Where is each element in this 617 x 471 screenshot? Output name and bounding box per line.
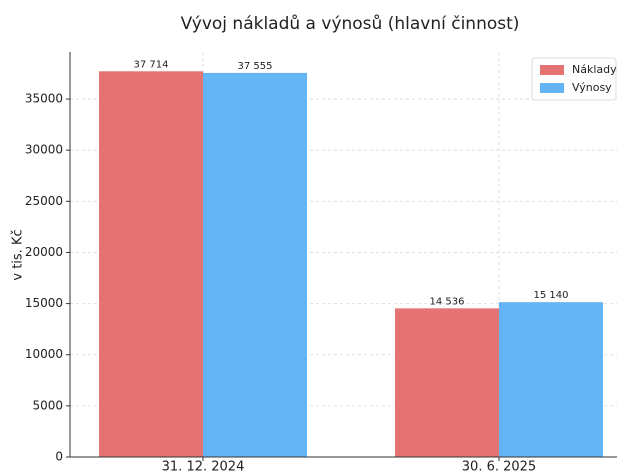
y-tick-label: 5000: [32, 398, 63, 412]
value-label: 14 536: [430, 296, 465, 307]
y-tick-label: 30000: [25, 143, 63, 157]
value-label: 37 555: [238, 61, 273, 72]
bar: [203, 72, 307, 458]
x-tick-label: 30. 6. 2025: [462, 460, 536, 471]
y-tick-label: 20000: [25, 245, 63, 259]
y-axis-label: v tis. Kč: [11, 229, 26, 280]
x-tick-label: 31. 12. 2024: [162, 460, 245, 471]
legend-swatch: [540, 83, 564, 93]
legend-swatch: [540, 65, 564, 75]
value-label: 37 714: [134, 59, 169, 70]
y-tick-label: 35000: [25, 92, 63, 106]
y-tick-label: 0: [55, 450, 63, 464]
legend-label: Náklady: [572, 63, 617, 76]
y-tick-label: 15000: [25, 296, 63, 310]
bar: [99, 71, 203, 457]
bar: [395, 308, 499, 457]
y-tick-label: 10000: [25, 347, 63, 361]
chart-title: Vývoj nákladů a výnosů (hlavní činnost): [181, 14, 520, 34]
y-tick-label: 25000: [25, 194, 63, 208]
legend-label: Výnosy: [572, 81, 612, 94]
value-label: 15 140: [534, 290, 569, 301]
bar: [499, 302, 603, 457]
